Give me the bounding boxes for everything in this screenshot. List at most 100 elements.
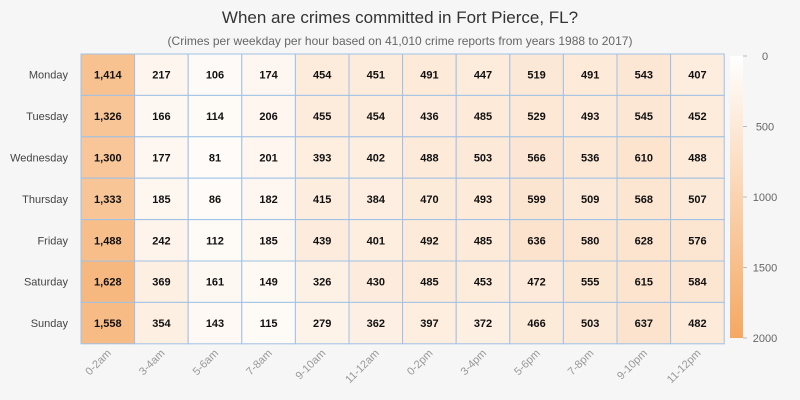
cell-value-label: 636 xyxy=(527,235,545,247)
column-label: 7-8am xyxy=(244,347,275,378)
heatmap-cell xyxy=(455,301,511,345)
heatmap-cell xyxy=(616,301,672,345)
heatmap-cell xyxy=(134,219,189,262)
cell-value-label: 1,326 xyxy=(94,111,122,123)
cell-value-label: 454 xyxy=(367,111,386,123)
chart-subtitle: (Crimes per weekday per hour based on 41… xyxy=(167,34,633,48)
heatmap-cell xyxy=(562,260,618,303)
heatmap-cell xyxy=(187,301,243,345)
cell-value-label: 112 xyxy=(206,235,224,247)
heatmap-cell xyxy=(455,177,511,221)
heatmap-cell xyxy=(294,301,350,345)
cell-value-label: 1,414 xyxy=(94,70,122,82)
cell-value-label: 185 xyxy=(152,194,170,206)
cell-value-label: 242 xyxy=(152,235,170,247)
cell-value-label: 81 xyxy=(209,153,221,165)
cell-value-label: 580 xyxy=(581,235,599,247)
heatmap-cell xyxy=(402,260,457,303)
heatmap-cell xyxy=(294,219,350,262)
heatmap-cell xyxy=(455,260,511,303)
heatmap-cell xyxy=(562,94,618,138)
heatmap-cell xyxy=(509,219,564,262)
cell-value-label: 217 xyxy=(152,70,170,82)
heatmap-cell xyxy=(134,177,189,221)
heatmap-cell xyxy=(616,219,672,262)
cell-value-label: 177 xyxy=(152,153,170,165)
cell-value-label: 615 xyxy=(635,277,653,289)
cell-value-label: 568 xyxy=(635,194,653,206)
column-label: 5-6pm xyxy=(512,347,543,378)
row-label: Sunday xyxy=(31,318,69,330)
cell-value-label: 509 xyxy=(581,194,599,206)
cell-value-label: 482 xyxy=(688,318,706,330)
heatmap-cell xyxy=(509,53,564,96)
column-label: 11-12pm xyxy=(665,347,704,386)
heatmap-cell xyxy=(348,219,404,262)
cell-value-label: 206 xyxy=(259,111,277,123)
row-label: Monday xyxy=(29,70,69,82)
cell-value-label: 628 xyxy=(635,235,653,247)
cell-value-label: 430 xyxy=(367,277,385,289)
cell-value-label: 143 xyxy=(206,318,224,330)
column-label: 5-6am xyxy=(191,347,222,378)
heatmap-cell xyxy=(80,260,136,303)
cell-value-label: 491 xyxy=(420,70,438,82)
heatmap-cell xyxy=(294,136,350,179)
cell-value-label: 326 xyxy=(313,277,331,289)
heatmap-cell xyxy=(562,136,618,179)
cell-value-label: 493 xyxy=(581,111,599,123)
row-label: Tuesday xyxy=(26,111,68,123)
cell-value-label: 488 xyxy=(420,153,438,165)
cell-value-label: 610 xyxy=(635,153,653,165)
cell-value-label: 402 xyxy=(367,153,385,165)
cell-value-label: 452 xyxy=(688,111,706,123)
cell-value-label: 1,558 xyxy=(94,318,122,330)
heatmap-cell xyxy=(187,53,243,96)
cell-value-label: 369 xyxy=(152,277,170,289)
heatmap-cell xyxy=(134,136,189,179)
cell-value-label: 485 xyxy=(420,277,438,289)
colorbar-tick-label: 2000 xyxy=(753,333,777,345)
cell-value-label: 106 xyxy=(206,70,224,82)
chart-title: When are crimes committed in Fort Pierce… xyxy=(221,8,579,27)
heatmap-cell xyxy=(80,53,136,96)
column-label: 9-10am xyxy=(293,347,328,382)
cell-value-label: 503 xyxy=(474,153,492,165)
cell-value-label: 491 xyxy=(581,70,599,82)
cell-value-label: 519 xyxy=(527,70,545,82)
cell-value-label: 201 xyxy=(259,153,277,165)
heatmap-cell xyxy=(187,177,243,221)
column-label: 0-2pm xyxy=(405,347,436,378)
column-label: 11-12am xyxy=(343,347,382,386)
cell-value-label: 529 xyxy=(527,111,545,123)
heatmap-cell xyxy=(562,301,618,345)
cell-value-label: 584 xyxy=(688,277,707,289)
cell-value-label: 415 xyxy=(313,194,331,206)
heatmap-cell xyxy=(455,94,511,138)
heatmap-cell xyxy=(616,177,672,221)
cell-value-label: 543 xyxy=(635,70,653,82)
cell-value-label: 397 xyxy=(420,318,438,330)
cell-value-label: 384 xyxy=(367,194,386,206)
cell-value-label: 86 xyxy=(209,194,221,206)
cell-value-label: 182 xyxy=(259,194,277,206)
cell-value-label: 114 xyxy=(206,111,225,123)
cell-value-label: 637 xyxy=(635,318,653,330)
heatmap-cell xyxy=(670,301,725,345)
cell-value-label: 566 xyxy=(527,153,545,165)
row-label: Wednesday xyxy=(10,153,68,165)
heatmap-cell xyxy=(402,301,457,345)
cell-value-label: 185 xyxy=(259,235,277,247)
cell-value-label: 372 xyxy=(474,318,492,330)
cell-value-label: 354 xyxy=(152,318,171,330)
colorbar-tick-label: 1500 xyxy=(753,263,777,275)
cell-value-label: 466 xyxy=(527,318,545,330)
cell-value-label: 393 xyxy=(313,153,331,165)
cell-value-label: 174 xyxy=(259,70,278,82)
colorbar-tick-label: 0 xyxy=(762,51,768,63)
cell-value-label: 447 xyxy=(474,70,492,82)
cell-value-label: 472 xyxy=(527,277,545,289)
heatmap-cell xyxy=(241,53,296,96)
cell-value-label: 439 xyxy=(313,235,331,247)
